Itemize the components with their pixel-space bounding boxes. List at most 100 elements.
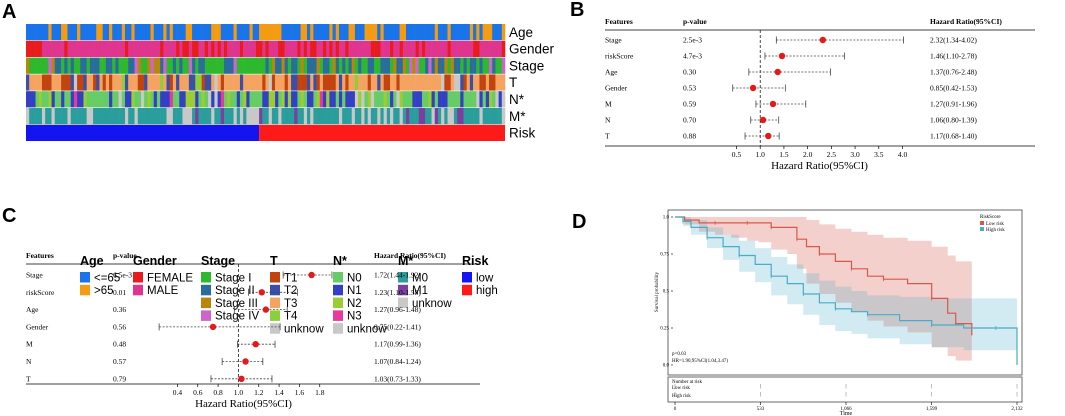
heatmap-cell — [80, 40, 84, 57]
heatmap-cell — [201, 74, 206, 91]
heatmap-cell — [390, 57, 394, 74]
heatmap-cell — [278, 40, 282, 57]
heatmap-cell — [383, 108, 388, 125]
heatmap-cell — [428, 40, 432, 57]
heatmap-cell — [466, 57, 471, 74]
heatmap-cell — [204, 74, 209, 91]
heatmap-cell — [326, 24, 330, 41]
heatmap-cell — [239, 74, 244, 91]
heatmap-cell — [195, 24, 199, 41]
heatmap-cell — [41, 74, 46, 91]
heatmap-cell — [450, 24, 455, 41]
heatmap-cell — [80, 57, 84, 74]
heatmap-cell — [412, 108, 416, 125]
heatmap-cell — [26, 57, 30, 74]
heatmap-cell — [399, 108, 404, 125]
heatmap-cell — [485, 108, 490, 125]
heatmap-cell — [303, 24, 308, 41]
heatmap-cell — [99, 91, 103, 108]
forest-plot-b: Features p-value Hazard Ratio(95%CI) Stage 2… — [605, 17, 1035, 172]
panel-label-b: B — [570, 0, 584, 21]
legend-item-label: N2 — [347, 298, 362, 310]
heatmap-cell — [415, 91, 420, 108]
forest-feature: N — [26, 357, 32, 366]
heatmap-cell — [450, 108, 455, 125]
heatmap-cell — [93, 57, 97, 74]
heatmap-cell — [204, 108, 209, 125]
legend-item-label: unknow — [412, 298, 452, 310]
heatmap-cell — [99, 40, 103, 57]
km-xtick-label: 0 — [674, 407, 677, 412]
heatmap-cell — [150, 74, 155, 91]
heatmap-cell — [176, 91, 180, 108]
heatmap-cell — [35, 40, 40, 57]
heatmap-cell — [434, 57, 439, 74]
heatmap-cell — [259, 108, 263, 125]
forest-tick-label: 3.5 — [874, 150, 884, 159]
heatmap-cell — [54, 108, 59, 125]
heatmap-cell — [268, 40, 273, 57]
heatmap-cell — [230, 91, 234, 108]
heatmap-cell — [492, 40, 496, 57]
heatmap-cell — [268, 91, 273, 108]
heatmap-cell — [374, 108, 378, 125]
heatmap-cell — [303, 40, 308, 57]
forest-header-pvalue: p-value — [683, 17, 707, 26]
heatmap-cell — [131, 108, 135, 125]
heatmap-cell — [367, 24, 372, 41]
heatmap-cell — [310, 74, 314, 91]
forest-point — [765, 132, 772, 140]
heatmap-cell — [501, 24, 506, 41]
heatmap-cell — [482, 74, 487, 91]
heatmap-cell — [319, 74, 324, 91]
heatmap-cell — [377, 24, 381, 41]
heatmap-cell — [26, 91, 30, 108]
forest-header-hr: Hazard Ratio(95%CI) — [930, 17, 1002, 26]
heatmap-cell — [80, 108, 84, 125]
heatmap-cell — [358, 57, 362, 74]
heatmap-cell — [453, 40, 458, 57]
heatmap-cell — [469, 40, 474, 57]
heatmap-cell — [281, 91, 285, 108]
legend-swatch — [333, 310, 343, 321]
heatmap-cell — [437, 57, 442, 74]
forest-pvalue: 6.5e-3 — [113, 271, 132, 280]
heatmap-cell — [271, 40, 276, 57]
heatmap-cell — [214, 91, 218, 108]
heatmap-cell — [495, 108, 499, 125]
forest-tick-label: 1.0 — [234, 388, 244, 397]
heatmap-cell — [89, 74, 94, 91]
heatmap-cell — [380, 57, 384, 74]
heatmap-cell — [45, 24, 49, 41]
heatmap-cell — [96, 108, 100, 125]
heatmap-cell — [265, 91, 269, 108]
forest-header-features: Features — [26, 251, 54, 260]
heatmap-cell — [482, 108, 487, 125]
heatmap-cell — [482, 40, 487, 57]
heatmap-cell — [444, 40, 448, 57]
heatmap-cell — [150, 91, 155, 108]
heatmap-cell — [457, 91, 461, 108]
heatmap-cell — [281, 57, 285, 74]
heatmap-cell — [380, 91, 384, 108]
heatmap-cell — [217, 24, 222, 41]
km-risk-count-mark: | — [1016, 393, 1017, 398]
heatmap-cell — [118, 24, 123, 41]
heatmap-cell — [441, 40, 445, 57]
heatmap-cell — [255, 57, 260, 74]
heatmap-cell — [479, 24, 483, 41]
heatmap-cell — [112, 91, 116, 108]
heatmap-cell — [239, 57, 244, 74]
heatmap-cell — [489, 108, 493, 125]
heatmap-cell — [48, 40, 52, 57]
heatmap-cell — [332, 108, 337, 125]
heatmap-cell — [425, 57, 429, 74]
heatmap-cell — [377, 108, 381, 125]
legend-title: N* — [333, 254, 347, 268]
km-risk-table-frame — [667, 376, 1023, 403]
heatmap-cell — [265, 40, 269, 57]
heatmap-cell — [185, 40, 190, 57]
heatmap-cell — [501, 57, 506, 74]
heatmap-cell — [319, 24, 324, 41]
heatmap-cell — [198, 57, 202, 74]
